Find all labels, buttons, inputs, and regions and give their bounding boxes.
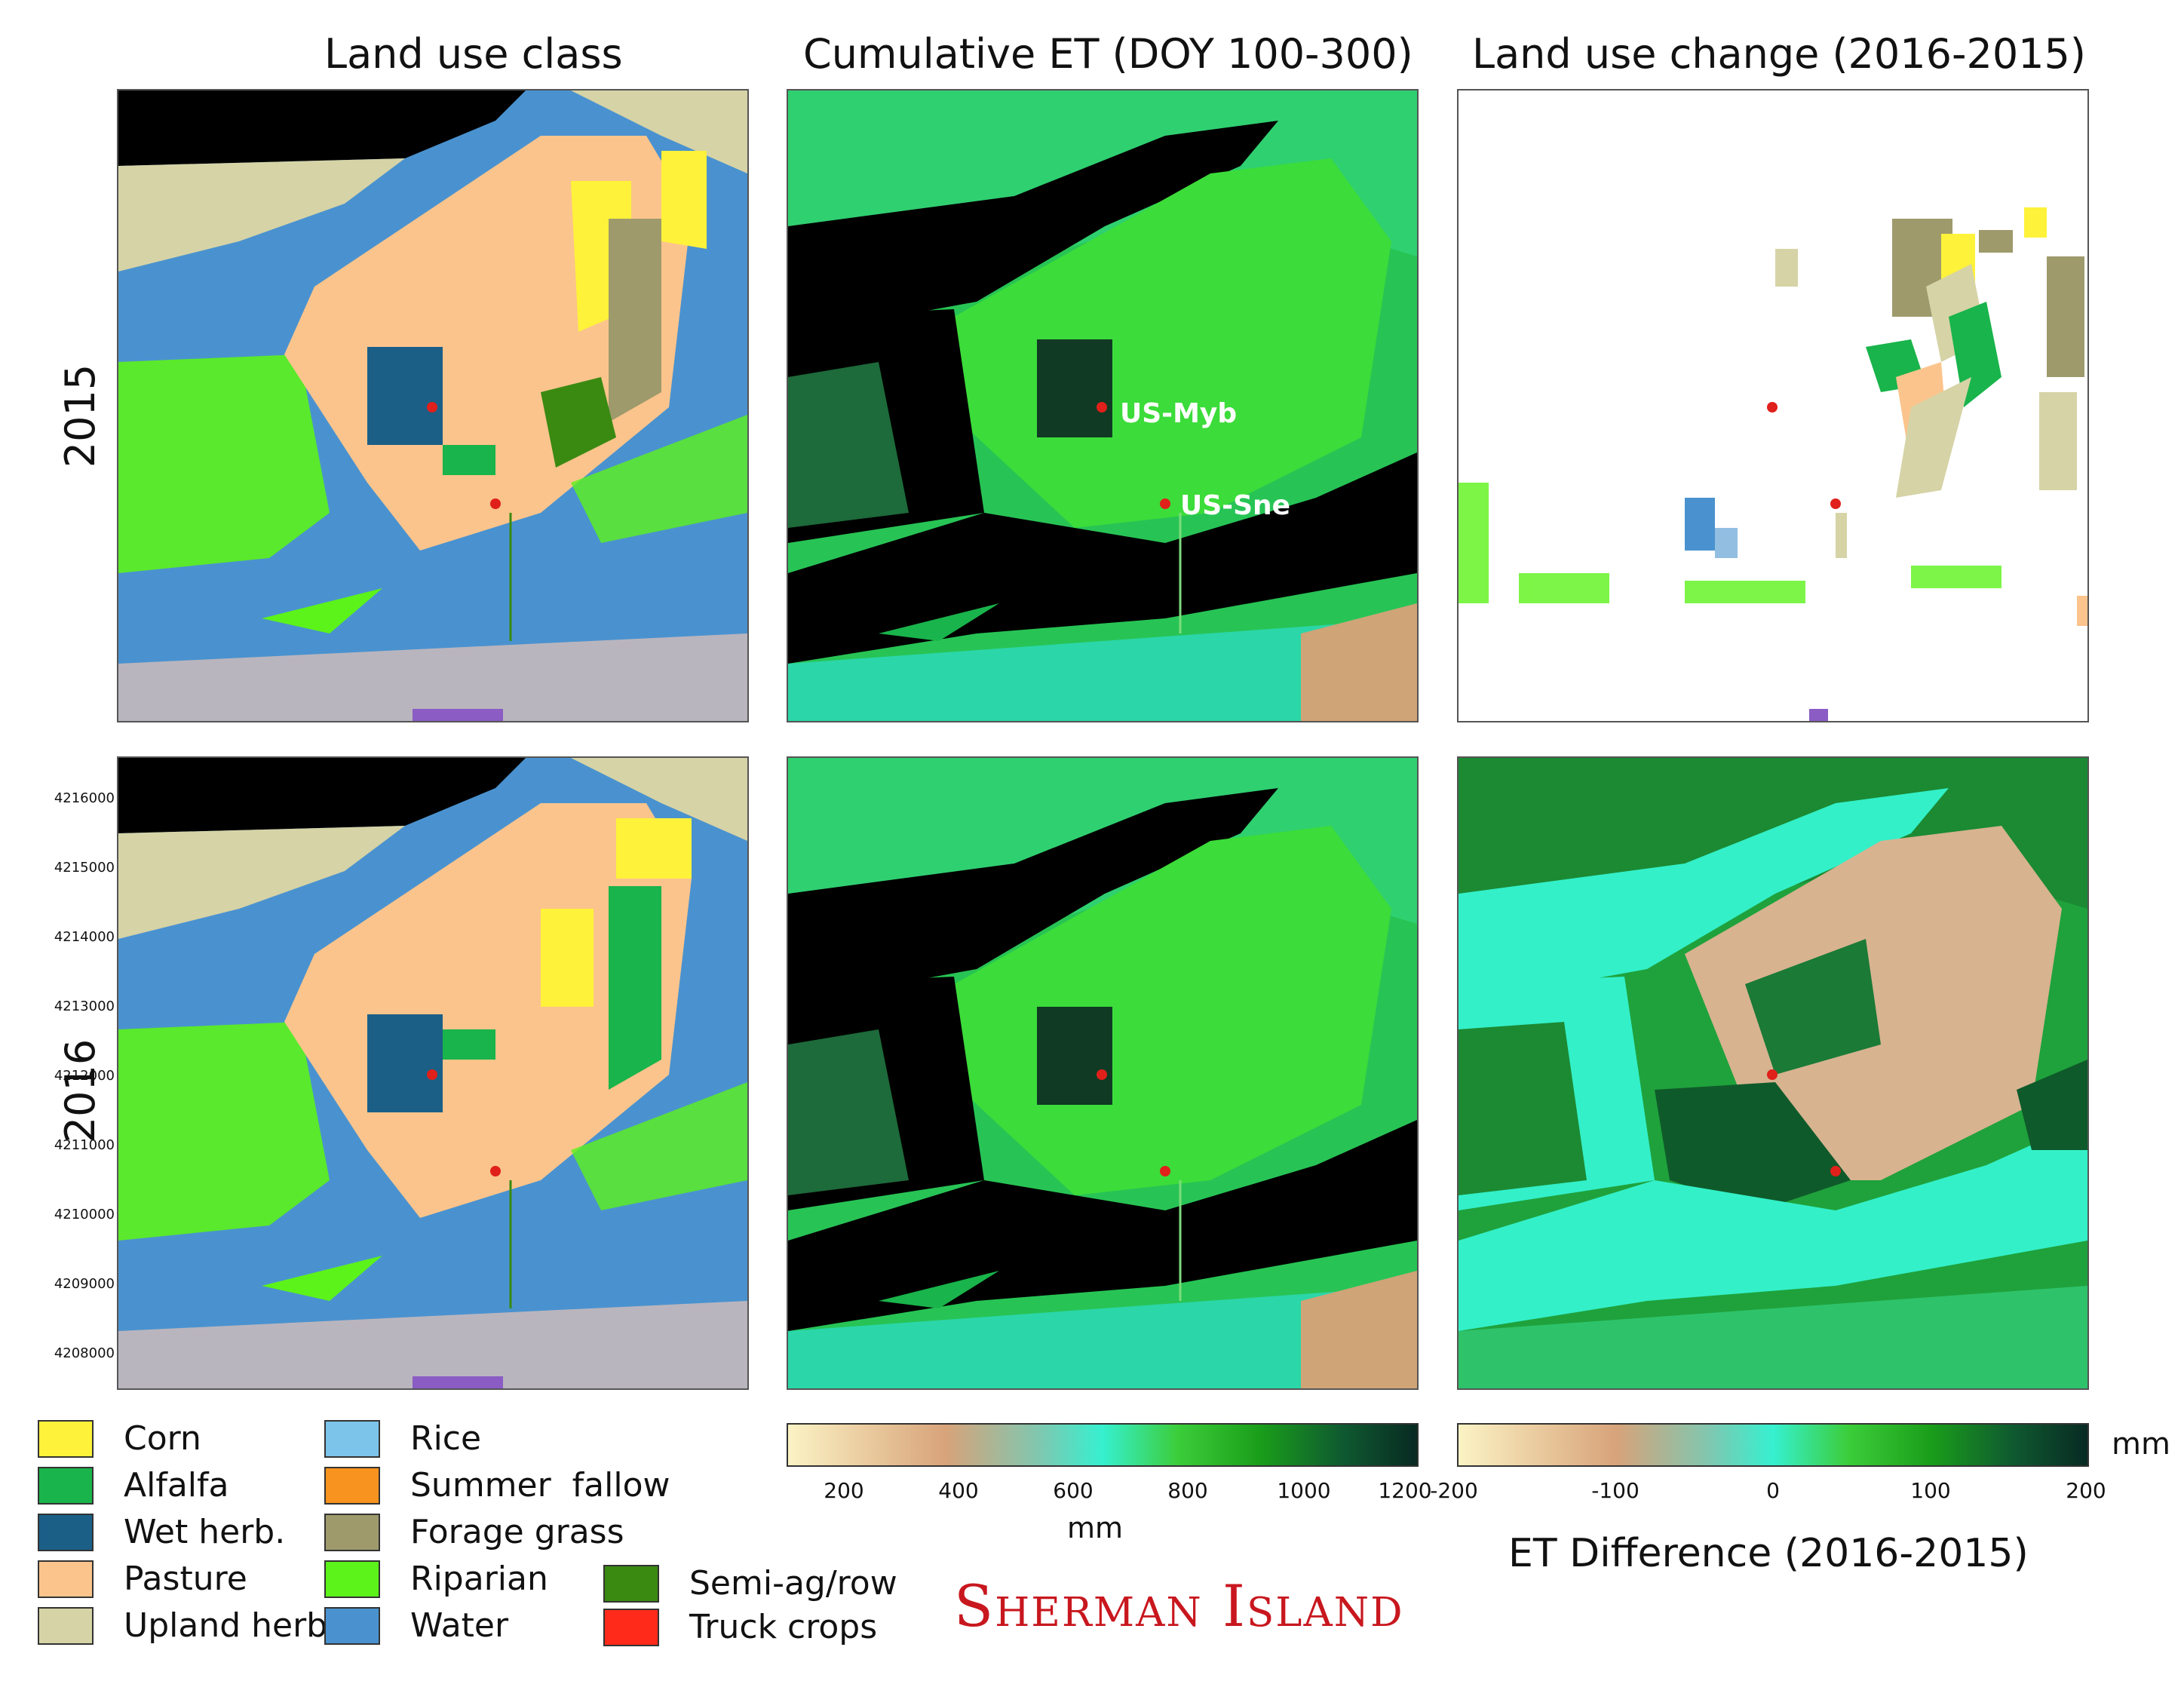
legend-item: Forage grass — [324, 1513, 624, 1551]
legend-item: Wet herb. — [38, 1513, 285, 1551]
legend-label: Summer fallow — [410, 1466, 670, 1505]
colorbar-diff-unit: mm — [2112, 1427, 2170, 1462]
site-marker-us-myb — [427, 1069, 437, 1080]
legend-swatch — [38, 1560, 94, 1598]
map-et-2016 — [787, 756, 1419, 1390]
legend-swatch — [38, 1466, 94, 1505]
legend-label: Semi-ag/row — [689, 1564, 897, 1603]
site-marker-us-sne — [1160, 1166, 1170, 1176]
site-marker-us-myb — [1767, 402, 1778, 413]
colorbar-tick: -100 — [1591, 1478, 1640, 1503]
legend-label: Upland herb. — [124, 1606, 339, 1645]
legend-swatch — [38, 1419, 94, 1458]
legend-item: Alfalfa — [38, 1466, 229, 1505]
colorbar-tick: 200 — [2066, 1478, 2106, 1503]
site-label-us-myb: US-Myb — [1120, 398, 1237, 429]
legend-item: Riparian — [324, 1560, 548, 1598]
colorbar-tick: 800 — [1167, 1478, 1208, 1503]
map-landuse-change — [1457, 89, 2089, 722]
legend-label: Rice — [410, 1419, 482, 1458]
colorbar-et-unit: mm — [1067, 1511, 1124, 1544]
site-marker-us-sne — [490, 1166, 501, 1176]
legend-label: Forage grass — [410, 1513, 624, 1551]
site-label-us-sne: US-Sne — [1180, 490, 1290, 521]
row-label-2015: 2015 — [57, 363, 105, 468]
legend-item: Upland herb. — [38, 1606, 338, 1645]
legend-label: Water — [410, 1606, 509, 1645]
colorbar-tick: 400 — [938, 1478, 979, 1503]
colorbar-et-ticks: 200 400 600 800 1000 1200 — [787, 1478, 1431, 1508]
y-tick: 4211000 — [54, 1137, 115, 1153]
row-label-2016: 2016 — [57, 1038, 105, 1143]
site-marker-us-sne — [490, 498, 501, 509]
legend-label: Wet herb. — [124, 1513, 286, 1551]
colorbar-diff — [1457, 1423, 2089, 1467]
colorbar-et — [787, 1423, 1419, 1467]
legend-swatch — [324, 1606, 380, 1645]
legend-label: Truck crops — [689, 1608, 878, 1646]
legend-item: Summer fallow — [324, 1466, 670, 1505]
legend-swatch — [38, 1606, 94, 1645]
site-marker-us-myb — [1097, 402, 1107, 413]
title-cumulative-et: Cumulative ET (DOY 100-300) — [803, 30, 1413, 78]
site-marker-us-sne — [1160, 498, 1170, 509]
legend-swatch — [38, 1513, 94, 1551]
map-landuse-2015 — [117, 89, 749, 722]
map-landuse-2016 — [117, 756, 749, 1390]
legend-item: Truck crops — [603, 1608, 877, 1646]
legend-item: Water — [324, 1606, 508, 1645]
y-tick: 4216000 — [54, 790, 115, 806]
legend-swatch — [324, 1513, 380, 1551]
colorbar-tick: 100 — [1910, 1478, 1951, 1503]
legend-item: Semi-ag/row — [603, 1564, 897, 1603]
map-et-difference — [1457, 756, 2089, 1390]
colorbar-tick: 600 — [1053, 1478, 1094, 1503]
site-marker-us-sne — [1830, 1166, 1841, 1176]
legend-item: Rice — [324, 1419, 481, 1458]
colorbar-diff-ticks: -200 -100 0 100 200 — [1430, 1478, 2106, 1508]
colorbar-diff-label: ET Difference (2016-2015) — [1508, 1531, 2029, 1576]
y-tick: 4210000 — [54, 1207, 115, 1222]
colorbar-tick: 1000 — [1277, 1478, 1331, 1503]
legend-swatch — [603, 1608, 659, 1646]
site-marker-us-sne — [1830, 498, 1841, 509]
legend-label: Riparian — [410, 1560, 548, 1598]
site-marker-us-myb — [427, 402, 437, 413]
colorbar-tick: 200 — [824, 1478, 864, 1503]
legend-item: Corn — [38, 1419, 201, 1458]
colorbar-tick: -200 — [1430, 1478, 1478, 1503]
legend-label: Pasture — [124, 1560, 247, 1598]
y-tick: 4208000 — [54, 1345, 115, 1361]
map-et-2015: US-Myb US-Sne — [787, 89, 1419, 722]
y-tick: 4214000 — [54, 929, 115, 945]
y-tick: 4213000 — [54, 998, 115, 1014]
site-marker-us-myb — [1097, 1069, 1107, 1080]
title-land-use-class: Land use class — [324, 30, 623, 78]
legend-label: Corn — [124, 1419, 201, 1458]
legend-swatch — [324, 1560, 380, 1598]
title-land-use-change: Land use change (2016-2015) — [1472, 30, 2086, 78]
legend-swatch — [324, 1466, 380, 1505]
legend-item: Pasture — [38, 1560, 247, 1598]
legend-swatch — [603, 1564, 659, 1603]
legend-label: Alfalfa — [124, 1466, 229, 1505]
site-marker-us-myb — [1767, 1069, 1778, 1080]
legend-swatch — [324, 1419, 380, 1458]
colorbar-tick: 1200 — [1378, 1478, 1432, 1503]
y-tick: 4212000 — [54, 1068, 115, 1084]
y-tick: 4209000 — [54, 1276, 115, 1292]
colorbar-tick: 0 — [1766, 1478, 1780, 1503]
footer-title: Sherman Island — [954, 1572, 1404, 1640]
y-tick: 4215000 — [54, 860, 115, 876]
